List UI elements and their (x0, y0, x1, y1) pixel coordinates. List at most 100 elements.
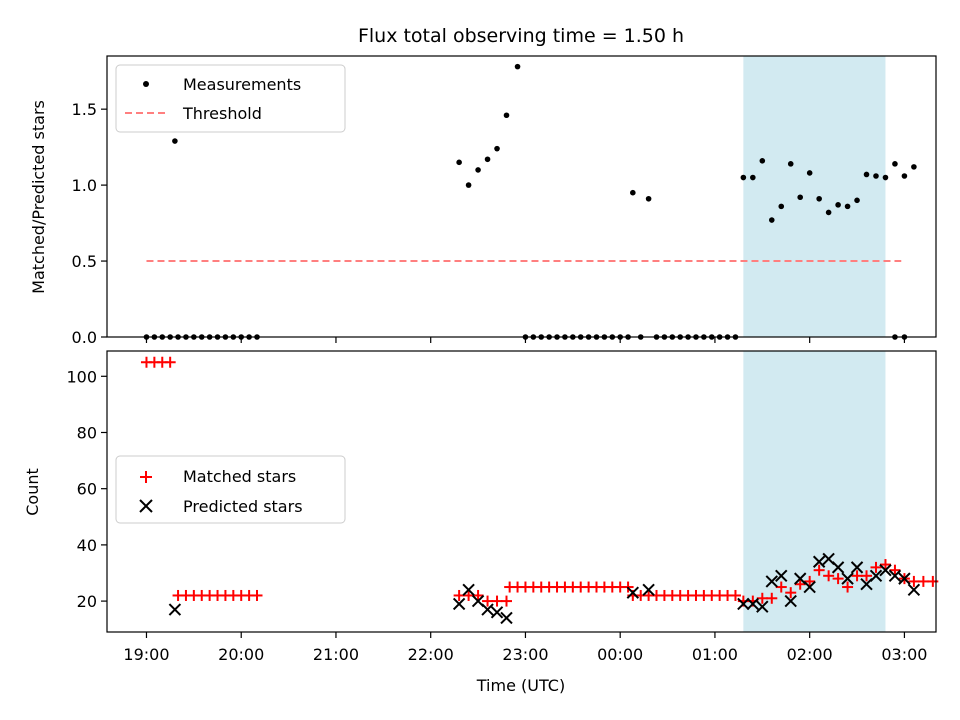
top-ytick-label: 0.0 (72, 328, 97, 347)
matched-star-marker (729, 589, 741, 601)
top-ytick-label: 1.5 (72, 100, 97, 119)
legend-predicted-marker (139, 499, 153, 513)
predicted-star-marker (626, 586, 640, 599)
predicted-star-marker (831, 561, 845, 574)
predicted-star-marker (452, 597, 466, 611)
matched-star-marker (908, 575, 920, 587)
top-ytick-label: 0.5 (72, 252, 97, 271)
legend-measurements-label: Measurements (183, 75, 301, 94)
measurement-point (172, 138, 178, 144)
bot-ytick-label: 80 (77, 423, 97, 442)
measurement-point (825, 209, 832, 216)
predicted-star-marker (803, 580, 816, 594)
matched-star-marker (823, 570, 835, 582)
bot-ytick-label: 100 (66, 367, 97, 386)
matched-star-marker (917, 575, 929, 587)
measurement-point (778, 203, 785, 210)
predicted-star-marker (898, 572, 911, 585)
predicted-star-marker (737, 597, 750, 611)
predicted-star-marker (746, 597, 760, 611)
measurement-point (911, 164, 917, 170)
predicted-star-marker (907, 583, 921, 597)
measurement-point (494, 145, 500, 152)
matched-star-marker (775, 581, 787, 593)
measurement-point (465, 182, 472, 188)
predicted-star-marker (481, 603, 494, 616)
xtick-label: 20:00 (218, 645, 264, 664)
predicted-star-marker (850, 561, 864, 574)
measurement-point (475, 167, 481, 173)
matched-star-marker (164, 356, 176, 368)
matched-star-marker (861, 570, 873, 582)
matched-star-marker (870, 561, 882, 573)
measurement-point (892, 161, 898, 167)
matched-star-marker (500, 595, 512, 607)
bottom-y-axis-label: Count (23, 468, 42, 516)
measurement-point (514, 63, 521, 70)
xtick-label: 03:00 (881, 645, 927, 664)
bottom-plot-frame (106, 350, 937, 633)
legend-predicted-label: Predicted stars (183, 497, 303, 516)
measurement-point (816, 195, 822, 202)
predicted-star-marker (784, 594, 797, 608)
legend-measurements-marker (143, 81, 149, 87)
matched-star-marker (804, 575, 816, 587)
measurement-point (787, 161, 794, 167)
measurement-point (844, 203, 851, 210)
measurement-point (854, 197, 860, 204)
measurement-point (901, 173, 908, 179)
predicted-star-marker (756, 600, 769, 613)
bot-ytick-label: 40 (77, 536, 97, 555)
matched-star-marker (472, 589, 484, 601)
matched-star-marker (491, 595, 503, 607)
matched-star-marker (785, 587, 797, 599)
top-plot-frame (106, 55, 937, 338)
top-panel: 0.0 0.5 1.0 1.5 Matched/Predicted stars Mea… (29, 55, 937, 347)
predicted-star-marker (168, 603, 182, 616)
legend-matched-label: Matched stars (183, 467, 296, 486)
measurement-point (873, 173, 879, 179)
matched-star-marker (766, 592, 778, 604)
predicted-star-marker (490, 606, 504, 619)
bottom-legend-box (115, 455, 346, 524)
measurement-point (740, 174, 747, 181)
xtick-label: 02:00 (787, 645, 833, 664)
predicted-star-marker (642, 583, 655, 597)
xtick-label: 19:00 (123, 645, 169, 664)
matched-star-marker (813, 564, 825, 576)
top-ytick-label: 1.0 (72, 176, 97, 195)
matched-star-marker (756, 592, 768, 604)
measurement-point (750, 174, 756, 181)
legend-threshold-label: Threshold (182, 104, 262, 123)
predicted-star-marker (888, 569, 902, 583)
predicted-star-marker (500, 611, 513, 625)
bot-highlight-span (743, 351, 886, 632)
predicted-star-marker (775, 569, 788, 583)
xtick-label: 00:00 (597, 645, 643, 664)
measurement-point (797, 194, 804, 201)
bottom-panel: 20 40 60 80 100 19:00 20:00 21:00 22:00 23:00 00:… (23, 350, 939, 695)
measurement-point (835, 202, 841, 208)
measurement-point (759, 158, 766, 164)
predicted-star-marker (812, 555, 826, 568)
matched-star-marker (453, 589, 465, 601)
predicted-star-marker (869, 569, 883, 583)
measurement-point (456, 159, 462, 166)
matched-star-marker (879, 559, 891, 571)
chart-title: Flux total observing time = 1.50 h (358, 25, 684, 47)
predicted-star-marker (765, 575, 778, 588)
measurement-point (768, 217, 775, 223)
top-y-axis-label: Matched/Predicted stars (29, 100, 48, 294)
bot-ytick-label: 20 (77, 592, 97, 611)
matched-star-marker (851, 570, 863, 582)
x-axis-label: Time (UTC) (476, 676, 565, 695)
measurement-point (484, 156, 491, 163)
xtick-label: 22:00 (408, 645, 454, 664)
measurement-point (863, 171, 870, 178)
xtick-label: 01:00 (692, 645, 738, 664)
bottom-legend: Matched stars Predicted stars (115, 455, 346, 524)
xtick-label: 23:00 (502, 645, 548, 664)
top-legend: Measurements Threshold (115, 64, 346, 133)
xtick-label: 21:00 (313, 645, 359, 664)
measurement-point (630, 189, 636, 196)
